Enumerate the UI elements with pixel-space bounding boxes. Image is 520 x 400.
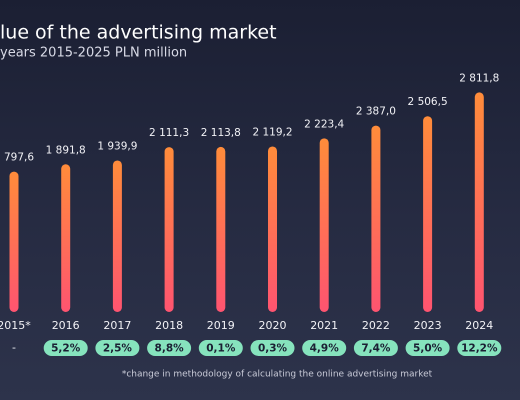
footnote: *change in methodology of calculating th… (122, 370, 433, 380)
x-tick-label: 2022 (362, 319, 390, 332)
value-label: 2 223,4 (304, 118, 344, 130)
change-pill (302, 340, 347, 356)
change-pill (147, 340, 192, 356)
change-label: 12,2% (461, 343, 498, 355)
x-tick-label: 2018 (155, 319, 183, 332)
change-label: 8,8% (155, 343, 185, 355)
change-label: 5,0% (413, 343, 443, 355)
x-tick-label: 2023 (414, 319, 442, 332)
x-tick-label: 2017 (103, 319, 131, 332)
value-label: 1 891,8 (46, 144, 86, 156)
change-label: 7,4% (361, 343, 391, 355)
value-label: 1 797,6 (0, 152, 34, 164)
change-pill (95, 340, 140, 356)
chart-subtitle: years 2015-2025 PLN million (0, 46, 187, 61)
x-tick-label: 2015* (0, 319, 31, 332)
value-label: 1 939,9 (97, 140, 137, 152)
bar (164, 147, 174, 312)
change-label: 4,9% (310, 343, 340, 355)
x-tick-label: 2020 (259, 319, 287, 332)
change-pill (250, 340, 295, 356)
bar (216, 146, 226, 312)
change-label: 5,2% (51, 343, 81, 355)
chart-title: lue of the advertising market (0, 22, 277, 44)
bar (423, 116, 433, 313)
bar (474, 92, 484, 312)
value-label: 2 811,8 (459, 72, 499, 84)
change-pill (405, 340, 450, 356)
change-label: - (12, 341, 16, 354)
x-tick-label: 2016 (52, 319, 80, 332)
x-tick-label: 2019 (207, 319, 235, 332)
bar (268, 146, 277, 312)
change-pill (353, 340, 398, 356)
bar (61, 164, 71, 312)
bar (9, 171, 19, 312)
bar (319, 138, 329, 312)
value-label: 2 119,2 (252, 126, 292, 138)
value-label: 2 506,5 (408, 96, 448, 108)
change-pill (43, 340, 88, 356)
change-label: 2,5% (103, 343, 133, 355)
bar (371, 125, 381, 312)
value-label: 2 113,8 (201, 127, 241, 139)
change-pill (457, 340, 502, 356)
value-label: 2 111,3 (149, 127, 189, 139)
x-tick-label: 2024 (465, 319, 493, 332)
bar (112, 160, 122, 312)
x-tick-label: 2021 (310, 319, 338, 332)
change-label: 0,3% (258, 343, 288, 355)
change-label: 0,1% (206, 343, 236, 355)
change-pill (198, 340, 243, 356)
value-label: 2 387,0 (356, 106, 396, 118)
